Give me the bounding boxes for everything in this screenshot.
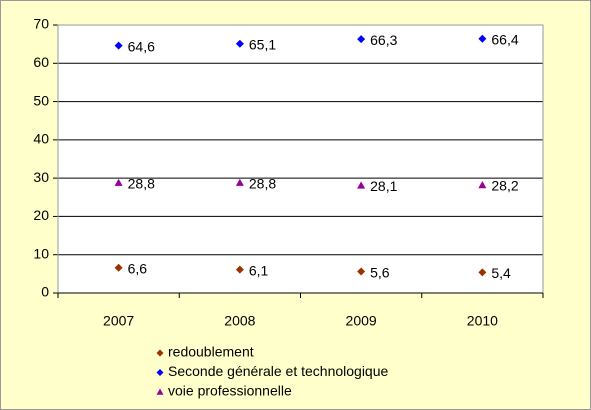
data-label: 28,8 (249, 175, 276, 191)
y-tick-label: 20 (33, 207, 49, 223)
data-label: 66,3 (370, 32, 397, 48)
x-tick-label: 2009 (346, 313, 377, 329)
data-label: 5,6 (370, 264, 390, 280)
marker (478, 34, 487, 43)
marker (357, 35, 366, 44)
legend-label: redoublement (168, 344, 254, 360)
data-label: 65,1 (249, 36, 276, 52)
data-label: 28,2 (491, 178, 518, 194)
marker (235, 265, 244, 274)
marker (478, 181, 487, 189)
marker (114, 263, 123, 272)
marker (478, 268, 487, 277)
legend-marker (156, 349, 164, 357)
data-label: 28,1 (370, 178, 397, 194)
x-tick-label: 2008 (224, 313, 255, 329)
marker (235, 178, 244, 186)
x-tick-label: 2010 (467, 313, 498, 329)
data-label: 5,4 (491, 265, 511, 281)
data-label: 6,1 (249, 262, 269, 278)
y-tick-label: 40 (33, 131, 49, 147)
data-label: 66,4 (491, 31, 518, 47)
data-label: 64,6 (128, 38, 155, 54)
plot-area (58, 25, 543, 293)
marker (235, 39, 244, 48)
marker (114, 41, 123, 50)
marker (114, 178, 123, 186)
marker (357, 267, 366, 276)
legend-marker (156, 388, 164, 395)
data-label: 6,6 (128, 260, 148, 276)
y-tick-label: 0 (41, 284, 49, 300)
marker (357, 181, 366, 189)
y-tick-label: 70 (33, 16, 49, 32)
legend-label: voie professionnelle (168, 383, 292, 399)
y-tick-label: 10 (33, 245, 49, 261)
data-label: 28,8 (128, 175, 155, 191)
y-tick-label: 50 (33, 92, 49, 108)
legend-label: Seconde générale et technologique (168, 363, 389, 379)
y-tick-label: 60 (33, 54, 49, 70)
y-tick-label: 30 (33, 169, 49, 185)
legend-marker (156, 369, 164, 376)
x-tick-label: 2007 (103, 313, 134, 329)
